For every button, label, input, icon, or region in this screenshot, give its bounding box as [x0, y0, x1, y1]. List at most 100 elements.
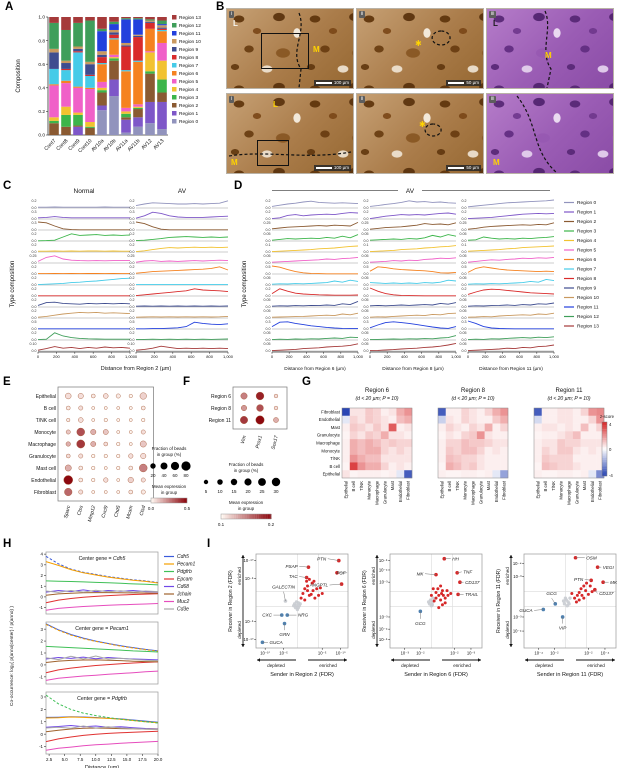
svg-text:0.2: 0.2 [130, 232, 135, 236]
scale-bar: 50 µm [446, 80, 481, 86]
center-gene-cooccurrence-chart: Co-occurrence: log₂( p(anno|center) / p(… [6, 546, 208, 770]
svg-text:GCG: GCG [415, 621, 426, 626]
svg-text:0.2: 0.2 [32, 331, 37, 335]
svg-text:AV11b: AV11b [127, 138, 142, 153]
svg-text:0.2: 0.2 [32, 199, 37, 203]
scale-bar: 50 µm [446, 165, 481, 171]
scale-bar: 100 µm [313, 165, 351, 171]
tissue-boundary-dashed-line [228, 151, 352, 157]
svg-text:0.0: 0.0 [364, 338, 369, 342]
type-composition-av-chart: Type composition AV 0.2 0.0 0.2 0.0 0.25 0.0 0.0… [238, 184, 617, 379]
svg-text:0.2: 0.2 [38, 109, 45, 115]
svg-text:0.2: 0.2 [32, 265, 37, 269]
svg-text:1: 1 [41, 719, 44, 724]
svg-text:0.0: 0.0 [32, 349, 37, 353]
svg-text:0.0: 0.0 [130, 316, 135, 320]
svg-text:GCG: GCG [546, 591, 557, 596]
panel-d-label: D [234, 180, 243, 192]
svg-text:Sender in Region 6 (FDR): Sender in Region 6 (FDR) [404, 672, 468, 678]
svg-text:0.5: 0.5 [184, 506, 191, 511]
svg-text:10⁻³: 10⁻³ [513, 614, 522, 619]
svg-text:2: 2 [41, 573, 44, 578]
region-legend: Region 13 Region 12 Region 11 Region 10 Regi… [172, 15, 201, 125]
svg-text:Fibroblast: Fibroblast [321, 409, 341, 414]
svg-text:10⁻⁵: 10⁻⁵ [379, 637, 388, 642]
type-composition-normal-av-svg: Type compositionNormal0.20.00.30.00.30.0… [10, 188, 234, 372]
svg-text:0.25: 0.25 [128, 254, 135, 258]
svg-text:Region 8: Region 8 [211, 406, 231, 412]
svg-text:0.05: 0.05 [460, 298, 467, 302]
svg-text:T/NK: T/NK [359, 481, 364, 491]
svg-text:0.2: 0.2 [130, 331, 135, 335]
histology-tile-i: i L M 100 µm [226, 8, 354, 89]
svg-text:Macrophage: Macrophage [375, 480, 380, 504]
tissue-annotation-letter: L [273, 100, 278, 109]
svg-text:1: 1 [41, 584, 44, 589]
svg-text:Endothelial: Endothelial [319, 417, 340, 422]
svg-text:AV13: AV13 [152, 138, 165, 151]
svg-text:0.0: 0.0 [266, 250, 271, 254]
svg-text:Granulocyte: Granulocyte [29, 454, 56, 460]
svg-text:AV11a: AV11a [115, 138, 130, 153]
svg-text:0.05: 0.05 [264, 276, 271, 280]
svg-text:T/NK: T/NK [455, 481, 460, 491]
svg-text:0.0: 0.0 [462, 283, 467, 287]
svg-text:NRG: NRG [298, 613, 309, 618]
svg-text:10⁻³: 10⁻³ [379, 580, 388, 585]
svg-text:CD137: CD137 [599, 591, 614, 596]
svg-text:0.2: 0.2 [266, 199, 271, 203]
svg-text:Region 10: Region 10 [179, 39, 201, 45]
svg-text:0.6: 0.6 [38, 62, 45, 68]
svg-text:0.2: 0.2 [32, 298, 37, 302]
svg-text:Epithelial: Epithelial [36, 394, 56, 400]
svg-text:200: 200 [482, 354, 489, 359]
svg-text:800: 800 [337, 354, 344, 359]
svg-text:0.0: 0.0 [266, 283, 271, 287]
svg-text:800: 800 [533, 354, 540, 359]
svg-text:0.05: 0.05 [264, 298, 271, 302]
svg-text:Region 0: Region 0 [577, 200, 597, 206]
svg-text:Composition: Composition [16, 59, 22, 92]
svg-text:0.2: 0.2 [462, 287, 467, 291]
svg-text:0.2: 0.2 [462, 199, 467, 203]
svg-text:600: 600 [418, 354, 425, 359]
svg-text:Region 9: Region 9 [179, 47, 199, 53]
svg-text:60: 60 [172, 473, 178, 478]
tissue-annotation-letter: ✱ [415, 39, 422, 48]
svg-text:10⁻⁴: 10⁻⁴ [379, 567, 388, 572]
svg-text:Cd68: Cd68 [177, 584, 189, 590]
svg-text:0.0: 0.0 [364, 349, 369, 353]
svg-text:1,000: 1,000 [353, 354, 364, 359]
svg-text:0.5: 0.5 [130, 320, 135, 324]
svg-text:1,000: 1,000 [223, 354, 234, 359]
svg-text:10⁻⁴: 10⁻⁴ [379, 627, 388, 632]
svg-text:10⁻⁵: 10⁻⁵ [245, 619, 254, 624]
svg-text:Epithelial: Epithelial [323, 472, 340, 477]
svg-text:800: 800 [108, 354, 115, 359]
svg-text:0.1: 0.1 [218, 522, 225, 527]
svg-text:HH: HH [452, 556, 459, 561]
svg-text:Endothelial: Endothelial [494, 481, 499, 502]
svg-text:10⁻²: 10⁻² [450, 651, 459, 656]
histology-tile-i: i L M 100 µm [226, 93, 354, 174]
svg-text:Region 6: Region 6 [365, 388, 390, 394]
svg-text:600: 600 [320, 354, 327, 359]
svg-text:5: 5 [205, 489, 208, 494]
svg-text:Region 11: Region 11 [577, 305, 599, 311]
svg-text:0.0: 0.0 [266, 228, 271, 232]
svg-text:1,000: 1,000 [125, 354, 136, 359]
svg-text:Mast: Mast [390, 480, 395, 490]
svg-text:0.05: 0.05 [264, 331, 271, 335]
svg-text:0.0: 0.0 [364, 228, 369, 232]
panel-c-label: C [3, 180, 12, 192]
celltype-gene-dotplot-svg: Epithelial B cell T/NK cell Monocyte Macroph… [28, 386, 191, 523]
svg-text:0.25: 0.25 [30, 254, 37, 258]
svg-text:enriched: enriched [237, 567, 242, 585]
svg-text:VIP: VIP [559, 626, 567, 631]
svg-text:0.05: 0.05 [460, 342, 467, 346]
panel-g-label: G [302, 376, 311, 388]
svg-text:Type composition: Type composition [10, 261, 16, 308]
svg-text:0.2: 0.2 [266, 210, 271, 214]
inset-box [261, 33, 309, 69]
